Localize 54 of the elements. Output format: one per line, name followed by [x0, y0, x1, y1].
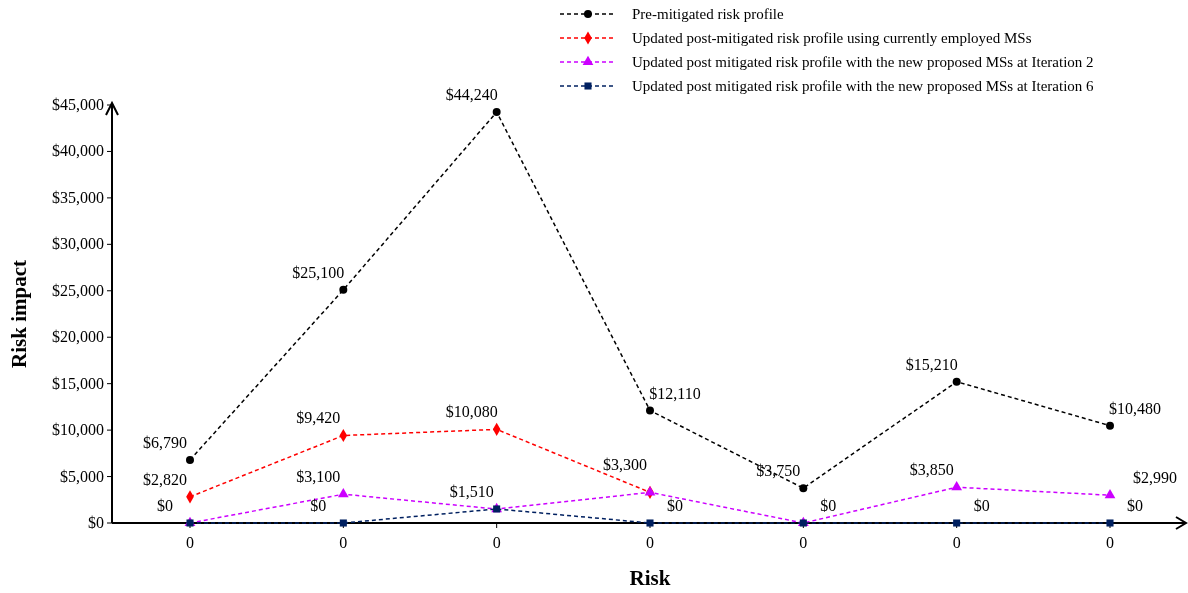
point: [186, 455, 194, 464]
x-tick-label: 0: [1106, 534, 1114, 551]
point: [492, 108, 501, 117]
y-tick-label: $25,000: [52, 281, 104, 299]
y-axis-title: Risk impact: [7, 260, 31, 368]
data-label: $0: [310, 497, 327, 514]
data-label: $0: [973, 497, 990, 514]
data-label: $3,850: [909, 461, 954, 479]
data-label: $44,240: [445, 86, 498, 104]
data-label: $12,110: [649, 384, 701, 402]
y-tick-label: $45,000: [52, 96, 104, 113]
x-tick-label: 0: [339, 534, 348, 551]
data-label: $10,480: [1109, 399, 1161, 417]
legend-label: Updated post-mitigated risk profile using currently employed MSs: [632, 30, 1032, 46]
x-tick-label: 0: [799, 534, 808, 551]
data-label: $10,080: [445, 403, 498, 421]
point: [951, 481, 963, 491]
data-label: $0: [157, 497, 173, 514]
point: [1106, 421, 1114, 430]
point: [337, 488, 349, 498]
x-tick-label: 0: [952, 534, 961, 551]
point: [799, 484, 808, 493]
legend-label: Updated post mitigated risk profile with the new proposed MSs at Iteration 6: [632, 78, 1095, 94]
data-label: $0: [667, 497, 683, 514]
legend-label: Updated post mitigated risk profile with the new proposed MSs at Iteration 2: [632, 54, 1094, 70]
point: [1104, 489, 1116, 499]
x-tick-label: 0: [646, 534, 654, 551]
point: [339, 285, 348, 294]
x-tick-label: 0: [186, 534, 194, 551]
point: [952, 377, 961, 386]
y-tick-label: $40,000: [52, 142, 104, 160]
data-label: $0: [820, 497, 837, 514]
y-tick-label: $20,000: [52, 328, 104, 346]
data-label: $2,990: [1133, 469, 1177, 487]
data-label: $9,420: [296, 409, 341, 427]
data-label: $1,510: [449, 482, 494, 500]
y-tick-label: $0: [88, 514, 104, 531]
y-tick-label: $10,000: [52, 421, 104, 439]
y-tick-label: $15,000: [52, 374, 104, 392]
data-label: $3,300: [603, 456, 647, 474]
data-label: $15,210: [905, 355, 958, 373]
x-axis-title: Risk: [629, 566, 671, 590]
point: [646, 406, 654, 415]
data-label: $0: [1127, 497, 1143, 514]
legend-label: Pre-mitigated risk profile: [632, 6, 784, 22]
y-tick-label: $35,000: [52, 188, 104, 206]
data-label: $2,820: [143, 470, 187, 488]
x-tick-label: 0: [492, 534, 501, 551]
data-label: $25,100: [292, 263, 345, 281]
data-label: $3,100: [296, 468, 341, 486]
data-label: $6,790: [143, 433, 187, 451]
data-label: $3,750: [756, 462, 801, 480]
y-tick-label: $5,000: [60, 467, 104, 485]
y-tick-label: $30,000: [52, 235, 104, 253]
